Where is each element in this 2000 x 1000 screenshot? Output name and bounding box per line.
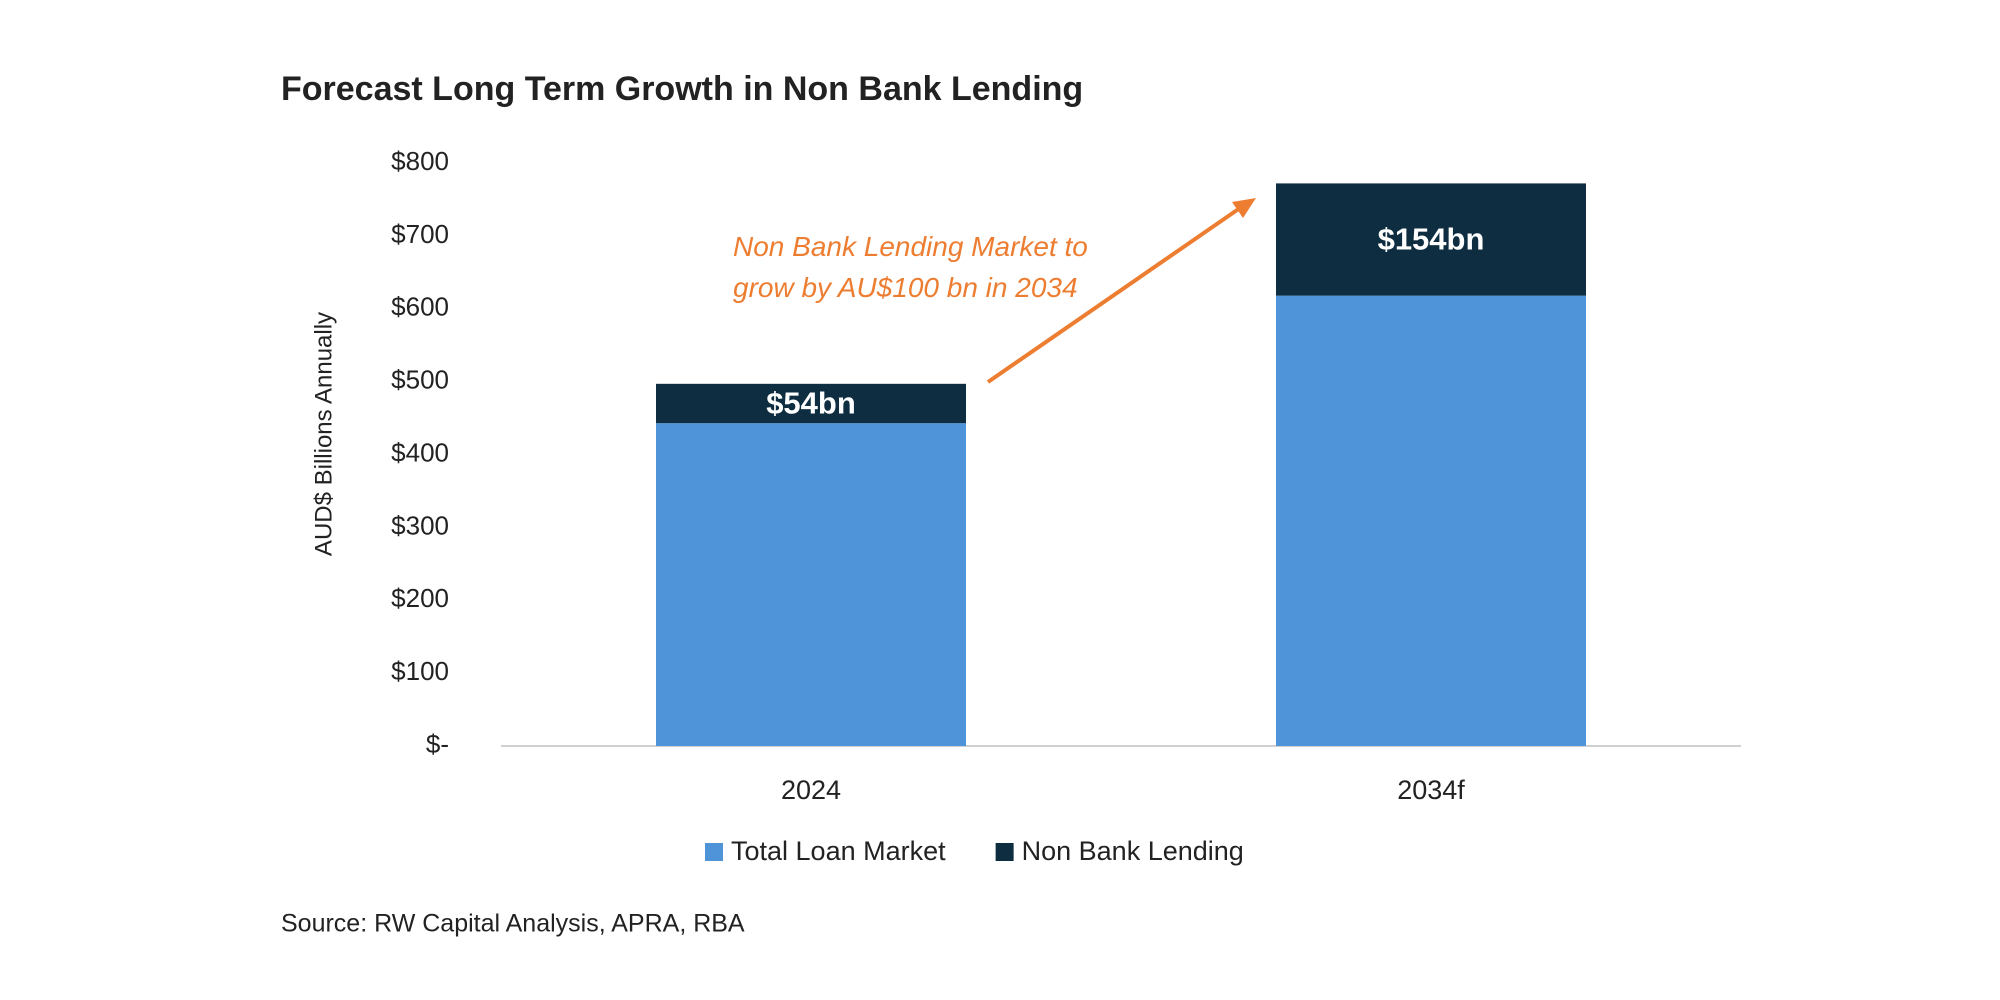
y-tick-label: $600 <box>391 292 449 322</box>
x-tick-label: 2034f <box>1397 775 1465 805</box>
x-tick-label: 2024 <box>781 775 841 805</box>
annotation-arrow <box>986 206 1242 384</box>
y-tick-label: $200 <box>391 583 449 613</box>
annotation-arrowhead <box>1232 198 1256 218</box>
y-tick-label: $700 <box>391 219 449 249</box>
bar-segment <box>1276 295 1586 746</box>
y-tick-label: $300 <box>391 510 449 540</box>
y-tick-label: $400 <box>391 437 449 467</box>
bar-segment <box>656 383 966 424</box>
y-tick-label: $500 <box>391 365 449 395</box>
annotation: Non Bank Lending Market to grow by AU$10… <box>733 231 1088 303</box>
y-tick-label: $100 <box>391 656 449 686</box>
legend-label: Total Loan Market <box>731 836 946 866</box>
y-tick-label: $- <box>426 729 449 759</box>
legend-swatch <box>705 843 723 861</box>
value-label: $54bn <box>766 386 856 421</box>
legend-swatch <box>995 843 1014 861</box>
legend-label: Non Bank Lending <box>1022 836 1244 866</box>
chart-title: Forecast Long Term Growth in Non Bank Le… <box>281 70 1083 108</box>
bar-segment <box>1276 183 1586 296</box>
value-label: $154bn <box>1378 222 1485 257</box>
source-note: Source: RW Capital Analysis, APRA, RBA <box>281 910 745 938</box>
y-axis-title: AUD$ Billions Annually <box>310 312 337 556</box>
y-tick-label: $800 <box>391 146 449 176</box>
bar-segment <box>656 423 966 746</box>
